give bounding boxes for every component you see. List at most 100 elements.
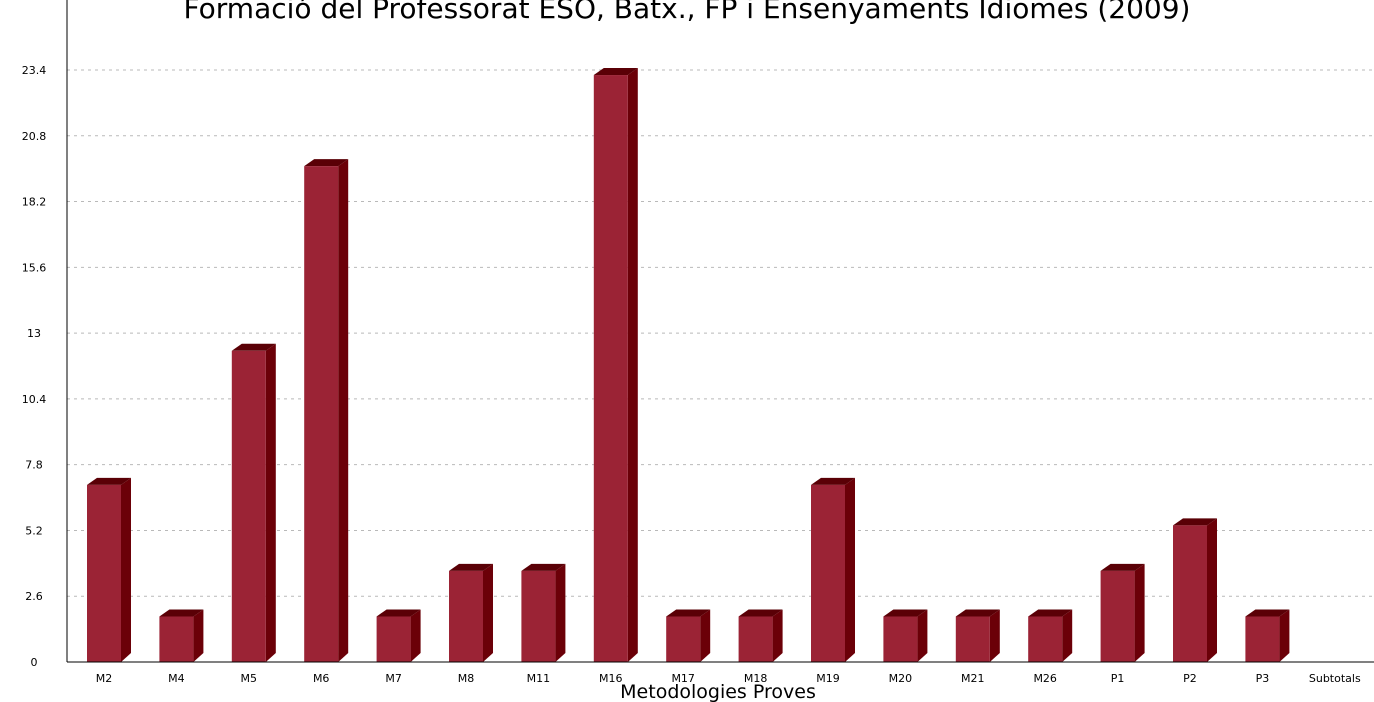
bar-side bbox=[555, 563, 566, 662]
bar-top bbox=[376, 609, 421, 617]
chart-title: Formació del Professorat ESO, Batx., FP … bbox=[184, 0, 1191, 25]
x-tick-label: M5 bbox=[241, 672, 258, 685]
bar-top bbox=[1100, 563, 1145, 571]
bar-front bbox=[449, 570, 483, 662]
x-tick-label: M8 bbox=[458, 672, 475, 685]
bar bbox=[376, 609, 421, 662]
bar-top bbox=[883, 609, 928, 617]
x-tick-label: M18 bbox=[744, 672, 768, 685]
bar-front bbox=[521, 570, 556, 662]
x-tick-label: M7 bbox=[385, 672, 402, 685]
y-tick-label: 23.4 bbox=[22, 64, 47, 77]
bar-front bbox=[159, 616, 194, 662]
bar-top bbox=[955, 609, 1000, 617]
bar-top bbox=[593, 68, 638, 76]
bar-top bbox=[1028, 609, 1073, 617]
bar-top bbox=[521, 563, 566, 571]
x-tick-label: Subtotals bbox=[1309, 672, 1361, 685]
bar-side bbox=[1134, 563, 1145, 662]
bar-top bbox=[449, 563, 493, 571]
bar bbox=[1245, 609, 1290, 662]
bar-side bbox=[193, 609, 204, 662]
bar-front bbox=[87, 484, 121, 662]
bar-side bbox=[917, 609, 928, 662]
y-tick-label: 10.4 bbox=[22, 393, 47, 406]
bar-front bbox=[231, 350, 266, 662]
bar-front bbox=[883, 616, 918, 662]
bar-top bbox=[1173, 518, 1217, 526]
bar bbox=[1028, 609, 1073, 662]
bar-top bbox=[87, 477, 131, 485]
y-tick-label: 0 bbox=[31, 656, 38, 669]
y-tick-label: 18.2 bbox=[22, 196, 47, 209]
bar-front bbox=[304, 166, 339, 662]
x-tick-label: M16 bbox=[599, 672, 623, 685]
bar-front bbox=[666, 616, 701, 662]
bar-front bbox=[955, 616, 990, 662]
bar-top bbox=[159, 609, 204, 617]
bar bbox=[811, 477, 855, 662]
bar bbox=[955, 609, 1000, 662]
bar-front bbox=[811, 484, 845, 662]
bar-front bbox=[1245, 616, 1280, 662]
x-tick-label: M26 bbox=[1033, 672, 1057, 685]
bar bbox=[738, 609, 783, 662]
bar-front bbox=[593, 75, 628, 663]
bar-side bbox=[772, 609, 783, 662]
y-tick-label: 20.8 bbox=[22, 130, 47, 143]
bar-top bbox=[666, 609, 711, 617]
x-tick-label: M19 bbox=[816, 672, 840, 685]
x-tick-label: M11 bbox=[527, 672, 551, 685]
x-tick-label: M20 bbox=[889, 672, 913, 685]
x-tick-label: P3 bbox=[1256, 672, 1270, 685]
x-axis-label: Metodologies Proves bbox=[620, 681, 816, 702]
bar-side bbox=[1062, 609, 1073, 662]
bar-front bbox=[376, 616, 411, 662]
bar-side bbox=[627, 68, 638, 663]
bar-side bbox=[845, 477, 855, 662]
bar bbox=[1100, 563, 1145, 662]
bar bbox=[159, 609, 204, 662]
x-tick-label: M6 bbox=[313, 672, 330, 685]
bar-side bbox=[483, 563, 493, 662]
bar-front bbox=[1100, 570, 1135, 662]
y-tick-label: 7.8 bbox=[25, 459, 43, 472]
y-axis-ticks: 0 2.6 5.2 7.8 10.4 13 15.6 18.2 20.8 23.4 bbox=[22, 64, 47, 669]
bar-side bbox=[1207, 518, 1217, 662]
y-tick-label: 5.2 bbox=[25, 524, 43, 537]
bar bbox=[449, 563, 493, 662]
y-tick-label: 15.6 bbox=[22, 261, 47, 274]
bar bbox=[666, 609, 711, 662]
x-tick-label: P1 bbox=[1111, 672, 1125, 685]
bar bbox=[593, 68, 638, 663]
bar-side bbox=[121, 477, 131, 662]
bar-side bbox=[700, 609, 711, 662]
x-axis-ticks: M2 M4 M5 M6 M7 M8 M11 M16 M17 M18 M19 M20 M21 M26 P1 P2… bbox=[96, 672, 1361, 685]
bar-side bbox=[1279, 609, 1290, 662]
bar bbox=[883, 609, 928, 662]
bar-front bbox=[1173, 525, 1207, 662]
bar-side bbox=[410, 609, 421, 662]
bar-side bbox=[989, 609, 1000, 662]
bar bbox=[87, 477, 131, 662]
x-tick-label: M21 bbox=[961, 672, 985, 685]
bar bbox=[521, 563, 566, 662]
bar-top bbox=[304, 159, 349, 167]
bar-top bbox=[231, 343, 276, 351]
bar bbox=[304, 159, 349, 662]
bar-front bbox=[1028, 616, 1063, 662]
bar-top bbox=[811, 477, 855, 485]
bar-front bbox=[738, 616, 773, 662]
bar-top bbox=[738, 609, 783, 617]
x-tick-label: M2 bbox=[96, 672, 113, 685]
bar-side bbox=[338, 159, 349, 662]
y-tick-label: 13 bbox=[27, 327, 41, 340]
grid-lines bbox=[67, 69, 1374, 597]
bar-side bbox=[265, 343, 276, 662]
x-tick-label: P2 bbox=[1183, 672, 1197, 685]
bar bbox=[1173, 518, 1217, 662]
x-tick-label: M4 bbox=[168, 672, 185, 685]
bars bbox=[87, 68, 1290, 663]
y-tick-label: 2.6 bbox=[25, 590, 43, 603]
